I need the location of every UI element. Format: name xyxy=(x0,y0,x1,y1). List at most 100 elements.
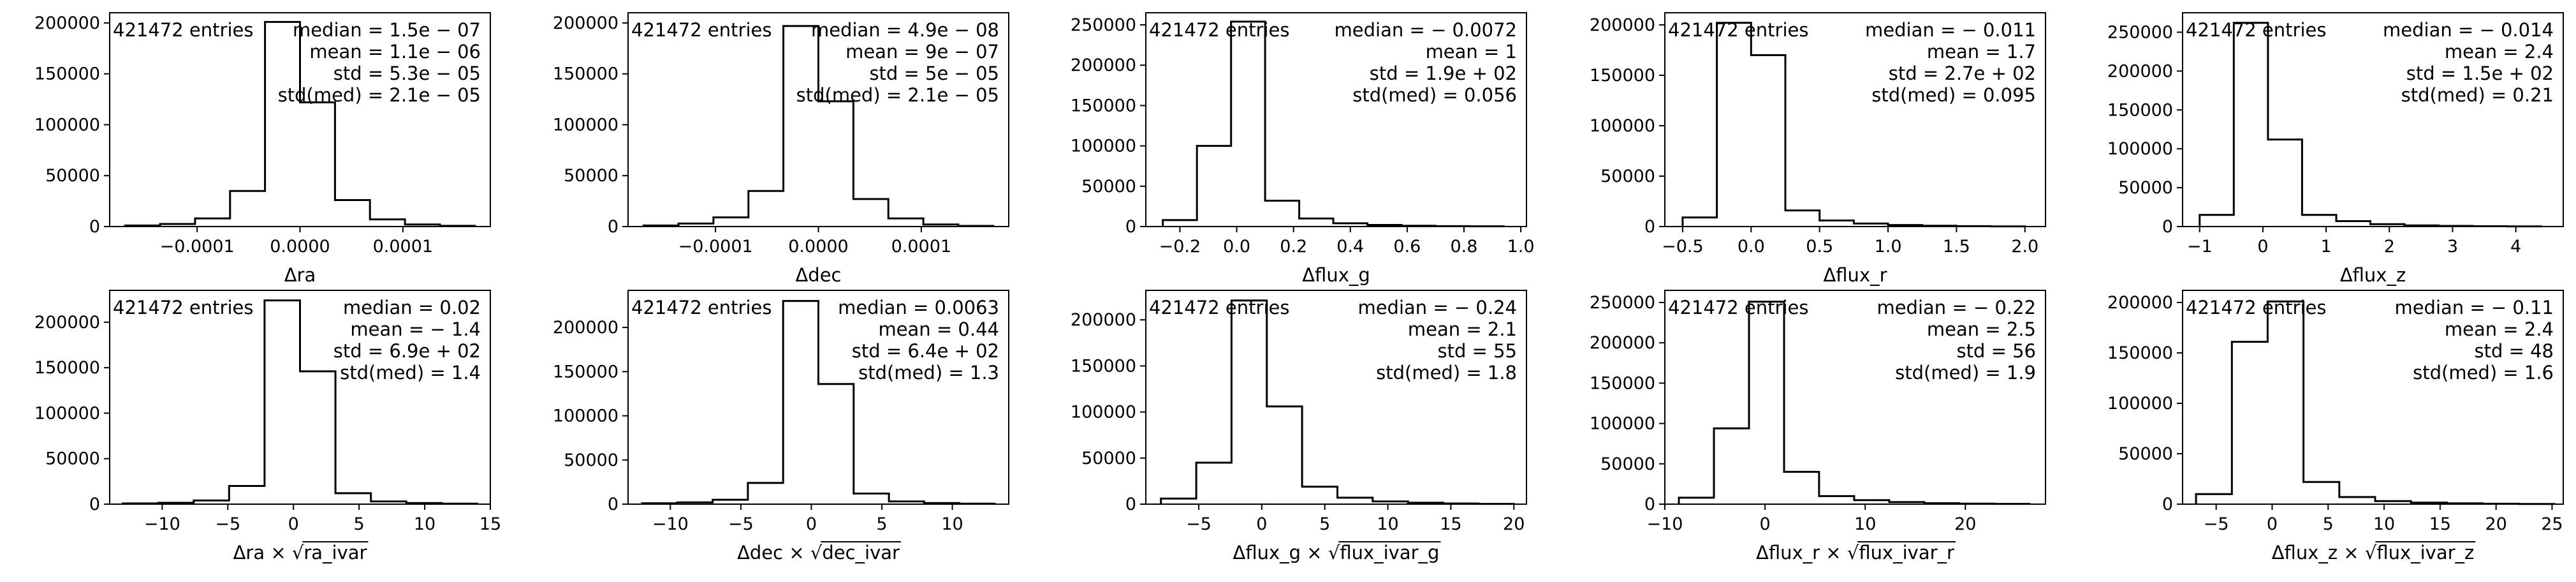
y-tick-label: 50000 xyxy=(1081,449,1136,468)
entries-count: 421472 entries xyxy=(113,297,253,318)
histogram-panel: −10 0 10 20050000100000150000200000250000Δf… xyxy=(1590,290,2046,563)
y-tick-label: 200000 xyxy=(34,13,100,33)
histogram-bar xyxy=(335,493,371,504)
histogram-bar xyxy=(2196,494,2232,504)
histogram-step-line xyxy=(641,300,996,505)
histogram-bar xyxy=(1302,487,1337,504)
histogram-bar xyxy=(1267,407,1302,504)
histogram-bar xyxy=(1819,496,1854,504)
histogram-bar xyxy=(265,22,300,227)
x-tick-label: 2 xyxy=(2384,237,2395,257)
stat-line: std(med) = 2.1e − 05 xyxy=(796,84,999,106)
histogram-bar xyxy=(1785,211,1820,227)
histogram-bar xyxy=(749,191,784,227)
stat-line: mean = 0.44 xyxy=(878,318,999,340)
stat-line: std(med) = 0.21 xyxy=(2401,84,2554,106)
stat-line: median = 0.02 xyxy=(343,297,481,318)
histogram-bar xyxy=(2302,215,2336,227)
histogram-bar xyxy=(888,218,923,227)
y-tick-label: 150000 xyxy=(553,362,618,382)
histogram-bar xyxy=(2234,23,2268,227)
y-tick-label: 200000 xyxy=(1071,56,1136,75)
histogram-bar xyxy=(2268,140,2302,227)
x-tick-label: 3 xyxy=(2447,237,2458,257)
histogram-bar xyxy=(1717,23,1752,227)
stat-line: std = 6.9e + 02 xyxy=(333,340,481,362)
y-tick-label: 100000 xyxy=(1071,403,1136,422)
histogram-bar xyxy=(2232,342,2267,504)
y-tick-label: 250000 xyxy=(1071,15,1136,35)
histogram-panel: −1 0 1 2 3 4 0 50000 100000 150000 200000 250000 Δfl… xyxy=(2107,12,2564,286)
x-tick-label: −0.2 xyxy=(1159,237,1201,257)
x-tick-label: 0.0 xyxy=(1738,237,1765,257)
histogram-panel: −0.0001 0.0000 0.0001 0 50000 100000 150000 200… xyxy=(553,12,1009,286)
histogram-bar xyxy=(370,220,405,227)
x-tick-label: 0 xyxy=(2267,514,2278,534)
histogram-bar xyxy=(335,200,370,227)
histogram-panel: −10 −5 0 5 10 15 0 50000 100000 150000 200000 Δra ×… xyxy=(34,290,501,563)
x-axis-label: Δflux_r xyxy=(1823,264,1887,286)
histogram-bar xyxy=(1784,472,1819,504)
axes-frame xyxy=(1664,12,2046,227)
stat-line: std = 5.3e − 05 xyxy=(333,63,481,84)
histogram-bar xyxy=(784,26,819,227)
y-tick-label: 100000 xyxy=(553,115,618,135)
x-tick-label: 0 xyxy=(288,514,299,534)
y-tick-label: 100000 xyxy=(553,407,618,426)
y-tick-label: 100000 xyxy=(34,403,100,423)
y-tick-label: 50000 xyxy=(2118,178,2173,198)
stat-line: mean = 2.1 xyxy=(1408,318,1517,340)
y-tick-label: 100000 xyxy=(1590,116,1655,136)
y-tick-label: 200000 xyxy=(553,13,618,33)
x-tick-label: 10 xyxy=(941,514,963,534)
entries-count: 421472 entries xyxy=(1149,297,1289,318)
histogram-bar xyxy=(1265,201,1299,227)
y-tick-label: 0 xyxy=(1644,495,1655,514)
y-tick-label: 150000 xyxy=(1590,66,1655,86)
x-axis-label: Δra xyxy=(284,264,316,286)
stat-line: std = 55 xyxy=(1437,340,1517,362)
y-tick-label: 50000 xyxy=(2118,444,2173,464)
x-tick-label: 0.8 xyxy=(1451,237,1478,257)
entries-count: 421472 entries xyxy=(631,19,772,41)
x-tick-label: 4 xyxy=(2510,237,2521,257)
x-tick-label: −10 xyxy=(1647,514,1683,534)
stat-line: std = 56 xyxy=(1956,340,2036,362)
axes-frame xyxy=(2182,12,2564,227)
axes-frame xyxy=(109,290,491,505)
x-tick-label: 0 xyxy=(2257,237,2268,257)
histogram-bar xyxy=(819,384,854,504)
histogram-step-line xyxy=(122,299,478,505)
axes-frame xyxy=(1664,290,2046,505)
x-axis-label: Δflux_g xyxy=(1302,264,1370,286)
stat-line: std = 48 xyxy=(2474,340,2554,362)
histogram-step-line xyxy=(124,20,476,227)
x-tick-label: −1 xyxy=(2187,237,2213,257)
histogram-bar xyxy=(1197,146,1231,227)
y-tick-label: 50000 xyxy=(1600,454,1655,474)
stat-line: median = 1.5e − 07 xyxy=(293,19,481,41)
y-tick-label: 0 xyxy=(1644,217,1655,237)
stat-line: std(med) = 0.095 xyxy=(1871,84,2036,106)
stat-line: median = − 0.11 xyxy=(2394,297,2554,318)
x-tick-label: 25 xyxy=(2541,514,2563,534)
x-axis-label: Δdec xyxy=(795,264,841,286)
histogram-bar xyxy=(300,102,335,227)
y-tick-label: 0 xyxy=(1125,217,1136,237)
y-tick-label: 150000 xyxy=(34,358,100,378)
axes-frame xyxy=(1145,290,1527,505)
histogram-bar xyxy=(1751,55,1785,227)
y-tick-label: 150000 xyxy=(553,64,618,84)
x-axis-label: Δra × √ra_ivar xyxy=(233,542,367,563)
x-tick-label: 15 xyxy=(2429,514,2451,534)
histogram-bar xyxy=(1231,22,1266,227)
stat-line: std(med) = 1.3 xyxy=(858,362,999,384)
histogram-bar xyxy=(1163,220,1197,227)
histogram-panel: −10 −5 0 5 10 0 50000 100000 150000 200000 Δdec × … xyxy=(553,290,1009,563)
stat-line: mean = 1 xyxy=(1426,41,1517,63)
x-tick-label: 20 xyxy=(1954,514,1976,534)
x-tick-label: 20 xyxy=(1503,514,1525,534)
stat-line: median = − 0.0072 xyxy=(1335,19,1517,41)
y-tick-label: 150000 xyxy=(2107,343,2173,363)
x-tick-label: −5 xyxy=(2204,514,2229,534)
